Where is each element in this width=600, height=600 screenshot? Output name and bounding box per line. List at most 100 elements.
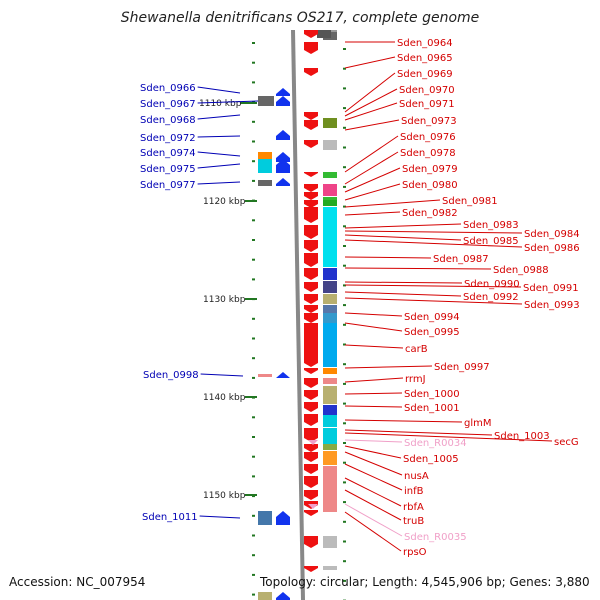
gene-bar-segment <box>323 368 337 374</box>
gene-label-forward[interactable]: carB <box>405 344 428 355</box>
gene-leader-line <box>344 102 398 121</box>
gene-label-forward[interactable]: Sden_0973 <box>401 116 457 127</box>
gene-label-reverse[interactable]: Sden_0974 <box>140 148 196 159</box>
gene-label-forward[interactable]: Sden_0980 <box>402 180 458 191</box>
tick-dot <box>343 205 346 208</box>
gene-leader-line <box>344 267 492 270</box>
gene-leader-line <box>344 281 463 284</box>
gene-label-reverse[interactable]: Sden_0972 <box>140 133 196 144</box>
gene-label-forward[interactable]: Sden_0994 <box>404 312 460 323</box>
gene-bar-segment <box>323 305 337 313</box>
gene-label-forward[interactable]: Sden_0983 <box>463 220 519 231</box>
gene-label-forward[interactable]: secG <box>554 437 579 448</box>
gene-label-forward[interactable]: Sden_0976 <box>400 132 456 143</box>
gene-label-forward[interactable]: Sden_1003 <box>494 431 550 442</box>
gene-label-forward[interactable]: rpsO <box>403 547 427 558</box>
scale-label: 1110 kbp <box>199 99 242 109</box>
gene-bar-segment <box>258 592 272 600</box>
gene-label-forward[interactable]: Sden_0992 <box>463 292 519 303</box>
tick-dot <box>252 160 255 163</box>
gene-label-forward[interactable]: Sden_0984 <box>524 229 580 240</box>
gene-label-forward[interactable]: Sden_0986 <box>524 243 580 254</box>
tick-dot <box>252 337 255 340</box>
gene-label-forward[interactable]: Sden_0990 <box>464 279 520 290</box>
forward-gene-arrow <box>304 282 318 292</box>
gene-label-reverse[interactable]: Sden_0998 <box>143 370 199 381</box>
gene-label-forward[interactable]: rrmJ <box>405 374 426 385</box>
gene-label-reverse[interactable]: Sden_0967 <box>140 99 196 110</box>
gene-bar-segment <box>323 405 337 415</box>
gene-label-forward[interactable]: truB <box>403 516 424 527</box>
gene-label-forward[interactable]: Sden_0991 <box>523 283 579 294</box>
gene-leader-line <box>344 377 404 383</box>
gene-leader-line <box>344 503 403 537</box>
gene-label-forward[interactable]: Sden_0997 <box>434 362 490 373</box>
gene-label-forward[interactable]: Sden_0988 <box>493 265 549 276</box>
tick-dot <box>343 579 346 582</box>
gene-label-forward[interactable]: Sden_0981 <box>442 196 498 207</box>
gene-label-forward[interactable]: Sden_0987 <box>433 254 489 265</box>
tick-dot <box>343 402 346 405</box>
forward-gene-arrow <box>304 414 318 426</box>
gene-leader-line <box>344 312 403 317</box>
gene-bar-segment <box>323 566 337 570</box>
gene-bar-segment <box>258 511 272 525</box>
gene-leader-line <box>344 451 403 476</box>
rna-label[interactable]: Sden_R0034 <box>404 438 467 449</box>
gene-label-reverse[interactable]: Sden_0977 <box>140 180 196 191</box>
gene-bar-segment <box>323 323 337 367</box>
forward-gene-arrow <box>304 444 318 452</box>
gene-bar-segment <box>323 386 337 404</box>
gene-label-reverse[interactable]: Sden_0966 <box>140 83 196 94</box>
tick-dot <box>343 343 346 346</box>
gene-label-forward[interactable]: Sden_0964 <box>397 38 453 49</box>
gene-label-reverse[interactable]: Sden_0968 <box>140 115 196 126</box>
scale-label: 1130 kbp <box>203 295 246 305</box>
rna-label[interactable]: Sden_R0035 <box>404 532 467 543</box>
tick-dot <box>343 481 346 484</box>
gene-label-forward[interactable]: Sden_0982 <box>402 208 458 219</box>
gene-label-forward[interactable]: Sden_0995 <box>404 327 460 338</box>
gene-label-forward[interactable]: rbfA <box>403 502 424 513</box>
gene-label-reverse[interactable]: Sden_1011 <box>142 512 198 523</box>
gene-label-forward[interactable]: Sden_1000 <box>404 389 460 400</box>
gene-label-forward[interactable]: Sden_0993 <box>524 300 580 311</box>
gene-label-reverse[interactable]: Sden_0975 <box>140 164 196 175</box>
gene-label-forward[interactable]: Sden_1001 <box>404 403 460 414</box>
gene-label-forward[interactable]: infB <box>404 486 424 497</box>
gene-leader-line <box>344 256 432 259</box>
forward-gene-column <box>317 30 337 570</box>
forward-gene-arrow <box>304 268 318 280</box>
rna-arrow <box>308 440 318 445</box>
tick-dot <box>252 534 255 537</box>
forward-gene-arrow <box>304 225 318 239</box>
gene-label-forward[interactable]: nusA <box>404 471 429 482</box>
forward-gene-arrow <box>304 200 318 208</box>
gene-label-forward[interactable]: Sden_0969 <box>397 69 453 80</box>
gene-leader-line <box>344 511 402 552</box>
gene-bar-segment <box>323 268 337 280</box>
gene-label-forward[interactable]: Sden_0970 <box>399 85 455 96</box>
reverse-gene-arrow <box>276 511 290 525</box>
tick-dot <box>343 48 346 50</box>
gene-label-forward[interactable]: Sden_0985 <box>463 236 519 247</box>
tick-dot <box>252 514 255 517</box>
forward-gene-arrow <box>304 390 318 400</box>
gene-label-forward[interactable]: Sden_0979 <box>402 164 458 175</box>
gene-label-forward[interactable]: glmM <box>464 418 492 429</box>
gene-label-forward[interactable]: Sden_1005 <box>403 454 459 465</box>
gene-bar-segment <box>323 294 337 304</box>
tick-dot <box>252 475 255 478</box>
forward-gene-arrow <box>304 402 318 412</box>
gene-leader-line <box>344 135 399 173</box>
scale-label: 1120 kbp <box>203 197 246 207</box>
gene-label-forward[interactable]: Sden_0978 <box>400 148 456 159</box>
gene-leader-line <box>344 297 523 305</box>
tick-dot <box>252 376 255 379</box>
gene-label-forward[interactable]: Sden_0965 <box>397 53 453 64</box>
gene-label-forward[interactable]: Sden_0971 <box>399 99 455 110</box>
gene-bar-segment <box>323 200 337 206</box>
forward-gene-arrow <box>304 305 318 313</box>
genome-summary-text: Topology: circular; Length: 4,545,906 bp… <box>260 575 590 589</box>
